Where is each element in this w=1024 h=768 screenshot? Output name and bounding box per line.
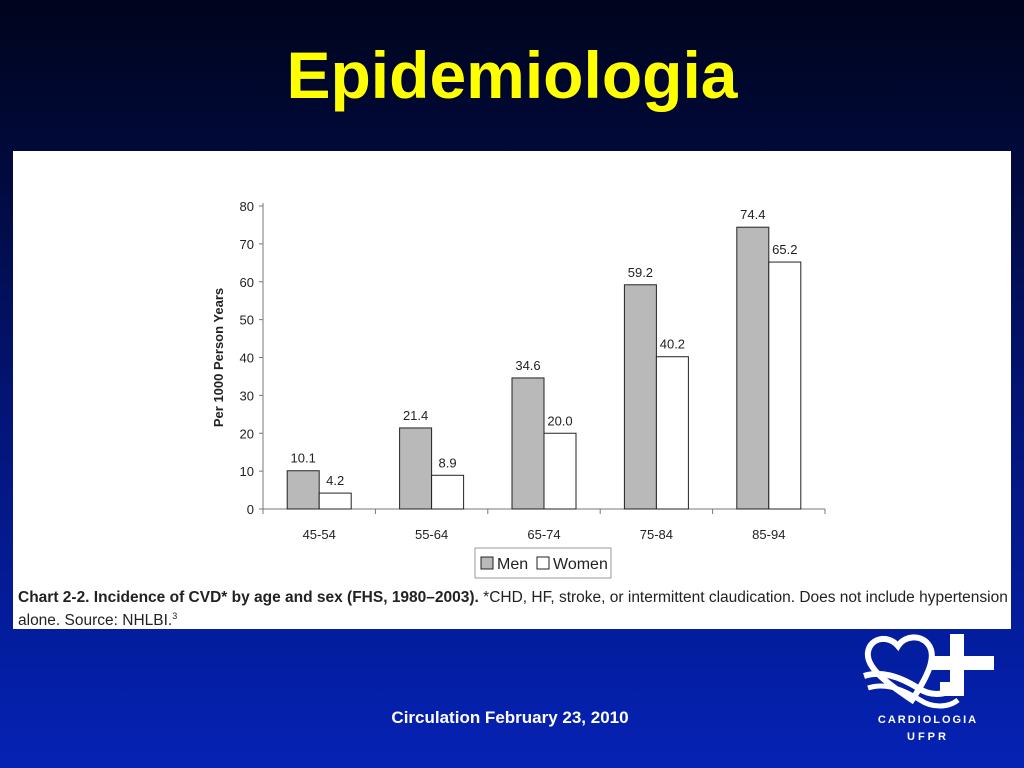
- legend-label-men: Men: [497, 556, 528, 573]
- bar-value-label: 4.2: [326, 473, 344, 488]
- footer-citation: Circulation February 23, 2010: [391, 708, 629, 727]
- y-tick-label: 30: [240, 388, 254, 403]
- x-tick-label: 45-54: [303, 527, 336, 542]
- legend-swatch-women: [536, 556, 550, 570]
- legend-swatch-men: [480, 556, 494, 570]
- bar-men-65-74: [511, 377, 545, 510]
- x-tick-label: 55-64: [415, 527, 448, 542]
- y-tick-label: 70: [240, 237, 254, 252]
- bar-value-label: 65.2: [772, 242, 797, 257]
- chart-panel: 0 10 20 30 40 50 60 70 80 Per 1000 Person Years 10…: [13, 151, 1011, 629]
- chart-caption: Chart 2-2. Incidence of CVD* by age and …: [18, 589, 1008, 630]
- bar-women-75-84: [655, 356, 689, 510]
- y-tick-label: 20: [240, 426, 254, 441]
- bar-value-label: 10.1: [291, 451, 316, 466]
- x-tick-label: 75-84: [640, 527, 673, 542]
- y-axis-label: Per 1000 Person Years: [211, 288, 226, 427]
- bar-women-55-64: [431, 474, 465, 510]
- caption-title: Chart 2-2. Incidence of CVD* by age and …: [18, 589, 479, 606]
- logo-text-cardiologia: CARDIOLOGIA: [877, 714, 979, 726]
- bar-value-label: 34.6: [515, 358, 540, 373]
- bar-value-label: 21.4: [403, 408, 428, 423]
- y-tick-label: 0: [247, 502, 254, 517]
- y-tick-label: 10: [240, 464, 254, 479]
- y-tick-label: 80: [240, 199, 254, 214]
- bar-value-label: 59.2: [628, 265, 653, 280]
- bar-women-45-54: [318, 492, 352, 510]
- bar-men-55-64: [399, 427, 433, 510]
- slide-title: Epidemiologia: [286, 38, 738, 112]
- bar-value-label: 74.4: [740, 207, 765, 222]
- bar-value-label: 20.0: [547, 413, 572, 428]
- bar-chart: 0 10 20 30 40 50 60 70 80 Per 1000 Person Years 10…: [211, 199, 826, 579]
- logo-text-ufpr: UFPR: [907, 731, 949, 743]
- bar-women-85-94: [768, 261, 802, 510]
- x-tick-label: 65-74: [527, 527, 560, 542]
- y-tick-label: 60: [240, 275, 254, 290]
- bar-value-label: 40.2: [660, 337, 685, 352]
- x-tick-label: 85-94: [752, 527, 785, 542]
- caption-reference: 3: [172, 611, 178, 621]
- y-tick-label: 40: [240, 351, 254, 366]
- y-tick-label: 50: [240, 313, 254, 328]
- bar-men-75-84: [623, 284, 657, 510]
- heart-cross-icon: [863, 634, 994, 709]
- bar-value-label: 8.9: [439, 455, 457, 470]
- caption-text: *CHD, HF, stroke, or intermittent claudi…: [18, 589, 1008, 630]
- legend-label-women: Women: [553, 556, 608, 573]
- cardiologia-ufpr-logo: CARDIOLOGIA UFPR: [858, 630, 998, 750]
- bar-women-65-74: [543, 432, 577, 510]
- bar-men-85-94: [736, 226, 770, 510]
- bar-men-45-54: [286, 470, 320, 510]
